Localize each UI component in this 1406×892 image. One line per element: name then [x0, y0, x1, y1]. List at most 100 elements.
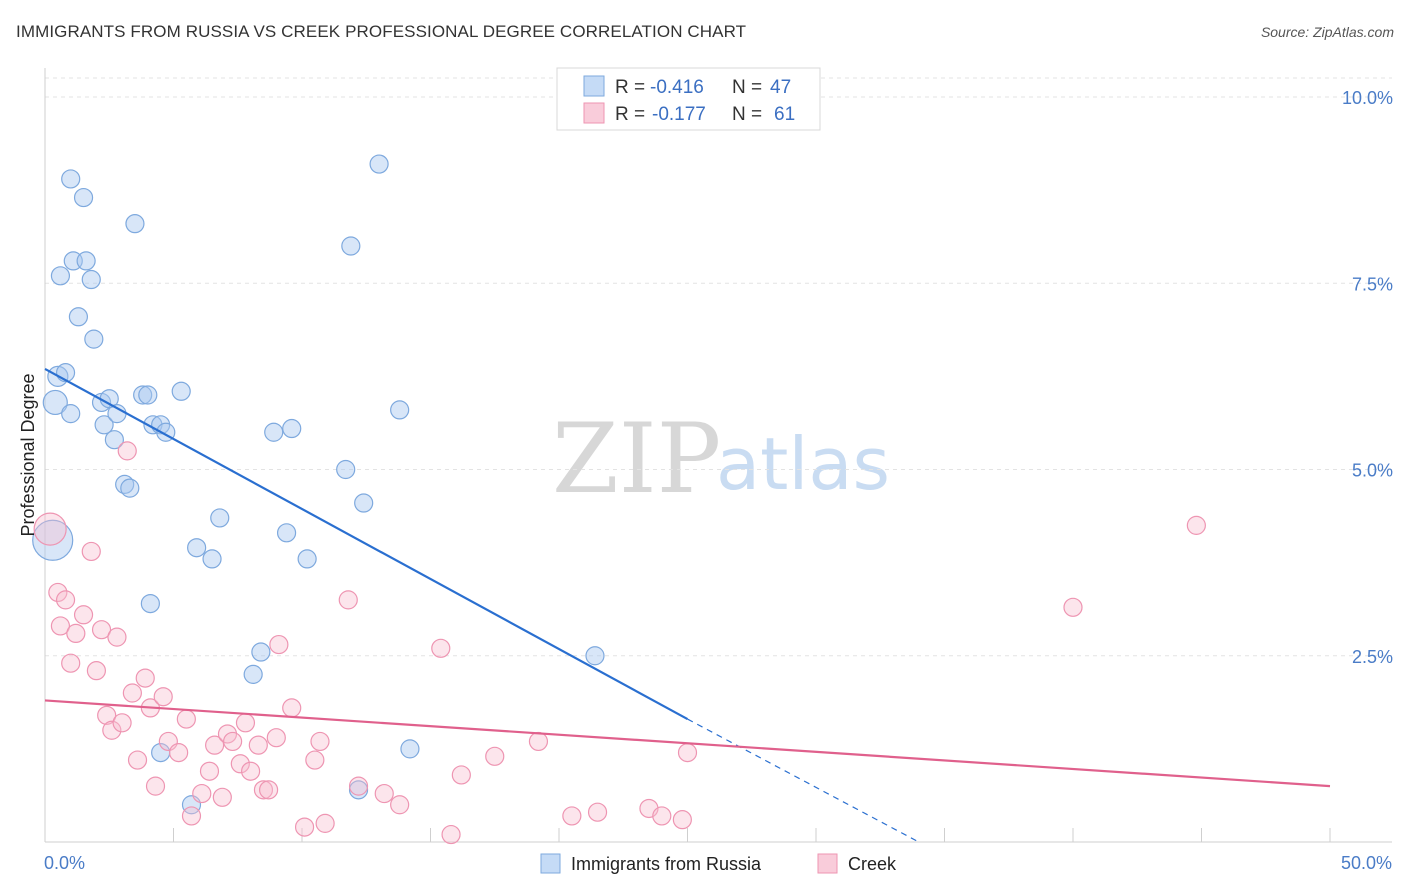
data-point-creek — [235, 713, 256, 733]
data-point-creek — [192, 783, 212, 804]
trend-line-creek — [44, 699, 1331, 788]
data-point-creek — [66, 623, 86, 644]
data-point-creek — [1186, 515, 1206, 535]
data-point-creek — [199, 761, 220, 781]
data-point-russia — [140, 593, 160, 614]
y-tick-label: 5.0% — [1352, 461, 1393, 481]
legend-r-value-russia: -0.416 — [650, 77, 704, 98]
data-point-creek — [122, 683, 142, 703]
data-point-russia — [171, 381, 191, 401]
trend-line-russia — [44, 367, 689, 721]
data-point-russia — [251, 642, 271, 662]
data-point-creek — [587, 802, 608, 822]
data-point-creek — [248, 735, 268, 755]
bottom-legend[interactable]: Immigrants from Russia Creek — [540, 853, 897, 874]
data-point-creek — [258, 780, 279, 800]
data-point-creek — [230, 754, 250, 774]
data-point-russia — [585, 646, 605, 666]
data-point-russia — [133, 385, 153, 405]
data-point-creek — [55, 590, 76, 610]
data-point-creek — [117, 441, 137, 461]
data-point-creek — [97, 705, 117, 725]
data-point-creek — [61, 653, 81, 673]
legend-r-value-creek: -0.177 — [652, 104, 706, 125]
data-point-russia — [202, 549, 222, 569]
data-point-creek — [652, 806, 672, 826]
x-tick-label-min: 0.0% — [44, 853, 85, 873]
data-point-russia — [282, 418, 302, 439]
data-point-russia — [354, 493, 374, 513]
data-point-creek — [107, 627, 127, 647]
data-point-russia — [400, 739, 420, 759]
bottom-legend-label-creek[interactable]: Creek — [848, 854, 897, 874]
data-point-creek — [282, 698, 302, 718]
y-axis-label: Professional Degree — [18, 373, 38, 536]
gridlines — [45, 77, 1392, 657]
data-point-russia — [369, 154, 389, 174]
data-point-creek — [451, 765, 471, 785]
data-point-russia — [104, 430, 124, 450]
data-point-creek — [266, 728, 286, 748]
data-point-russia — [42, 389, 68, 416]
data-point-russia — [120, 478, 140, 498]
legend-n-value-creek: 61 — [774, 104, 795, 125]
data-point-creek — [102, 720, 122, 740]
data-point-russia — [297, 549, 317, 569]
trend-line-russia-extension — [687, 718, 920, 843]
data-point-creek — [91, 620, 112, 640]
data-point-russia — [32, 519, 74, 561]
data-point-creek — [145, 776, 166, 796]
data-point-russia — [73, 187, 94, 208]
data-point-creek — [441, 824, 461, 845]
data-point-creek — [81, 541, 101, 562]
data-point-russia — [210, 508, 230, 528]
data-point-creek — [127, 750, 148, 770]
x-tick-label-max: 50.0% — [1341, 853, 1392, 873]
legend-swatch-russia — [583, 75, 605, 97]
data-point-creek — [169, 742, 189, 763]
data-point-russia — [61, 169, 81, 189]
scatter-points — [32, 154, 1206, 845]
data-point-russia — [84, 329, 104, 349]
data-point-russia — [187, 538, 207, 558]
legend-n-label-russia: N = — [732, 77, 762, 98]
legend-r-label-russia: R = — [615, 77, 645, 98]
data-point-russia — [341, 236, 361, 256]
data-point-russia — [264, 422, 284, 442]
data-point-creek — [390, 795, 410, 815]
data-point-creek — [86, 661, 107, 681]
y-tick-label: 7.5% — [1352, 274, 1393, 294]
data-point-creek — [672, 810, 692, 830]
data-point-creek — [176, 709, 196, 729]
bottom-legend-swatch-creek[interactable] — [817, 853, 838, 874]
chart-title: IMMIGRANTS FROM RUSSIA VS CREEK PROFESSI… — [16, 22, 747, 41]
data-point-creek — [269, 634, 289, 655]
data-point-creek — [528, 731, 549, 752]
data-point-russia — [94, 415, 114, 435]
data-point-creek — [181, 806, 202, 826]
data-point-creek — [294, 817, 315, 837]
data-point-creek — [253, 780, 274, 800]
data-point-creek — [48, 582, 68, 603]
legend-n-label-creek: N = — [732, 104, 762, 125]
data-point-creek — [205, 735, 225, 755]
data-point-russia — [243, 664, 263, 684]
data-point-creek — [112, 713, 132, 733]
data-point-russia — [138, 385, 158, 405]
bottom-legend-label-russia[interactable]: Immigrants from Russia — [571, 854, 762, 874]
data-point-creek — [1063, 597, 1083, 617]
data-point-creek — [338, 590, 358, 610]
data-point-creek — [73, 605, 94, 625]
data-point-creek — [223, 731, 243, 752]
legend-box: R = -0.416 N = 47 R = -0.177 N = 61 — [556, 67, 821, 131]
data-point-creek — [315, 813, 335, 833]
y-tick-label: 10.0% — [1342, 88, 1393, 108]
data-point-russia — [125, 214, 145, 234]
bottom-legend-swatch-russia[interactable] — [540, 853, 561, 874]
legend-swatch-creek — [583, 102, 605, 124]
data-point-creek — [485, 746, 505, 766]
watermark-atlas: atlas — [716, 422, 890, 506]
watermark: ZIP atlas — [552, 403, 890, 515]
data-point-russia — [115, 474, 135, 494]
